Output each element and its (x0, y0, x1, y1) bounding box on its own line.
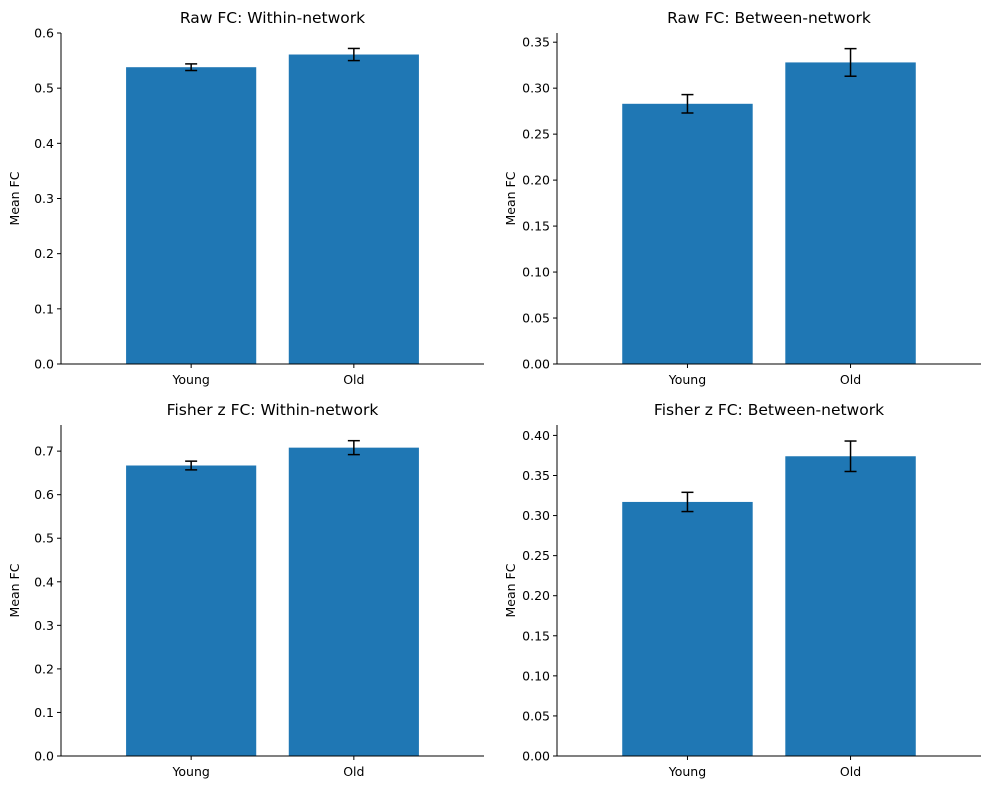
error-bar (185, 63, 198, 72)
x-tick-label: Old (840, 764, 861, 779)
y-tick-label: 0.05 (522, 708, 550, 723)
y-tick-label: 0.30 (522, 508, 550, 523)
error-bar (347, 439, 360, 456)
y-tick-label: 0.5 (34, 81, 54, 96)
y-tick-label: 0.10 (522, 265, 550, 280)
y-tick-label: 0.7 (34, 444, 54, 459)
y-tick-label: 0.3 (34, 618, 54, 633)
y-tick-label: 0.00 (522, 749, 550, 764)
error-bar (681, 93, 694, 114)
x-tick-label: Young (171, 764, 209, 779)
y-tick-label: 0.25 (522, 127, 550, 142)
y-tick-label: 0.30 (522, 81, 550, 96)
chart-title: Raw FC: Between-network (667, 9, 871, 27)
error-bar (844, 440, 857, 473)
bar (126, 67, 257, 364)
y-tick-label: 0.40 (522, 428, 550, 443)
x-tick-label: Young (171, 372, 209, 387)
x-tick-label: Old (343, 372, 364, 387)
y-tick-label: 0.10 (522, 668, 550, 683)
y-tick-label: 0.3 (34, 191, 54, 206)
bar (288, 54, 419, 364)
y-axis-label: Mean FC (7, 171, 22, 225)
error-bar (347, 47, 360, 62)
y-axis-label: Mean FC (7, 563, 22, 617)
y-tick-label: 0.05 (522, 311, 550, 326)
bar (622, 501, 753, 756)
bar (126, 465, 257, 756)
chart-panel: 0.00 0.05 0.10 0.15 0.20 0.25 0.30 0.35 Young Old… (503, 9, 981, 387)
bar (622, 103, 753, 364)
y-tick-label: 0.1 (34, 301, 54, 316)
chart-panel: 0.0 0.1 0.2 0.3 0.4 0.5 0.6 Young Old Raw FC: Wit… (7, 9, 484, 387)
y-tick-label: 0.0 (34, 357, 54, 372)
y-axis-label: Mean FC (503, 563, 518, 617)
y-tick-label: 0.35 (522, 468, 550, 483)
y-tick-label: 0.25 (522, 548, 550, 563)
y-tick-label: 0.4 (34, 136, 54, 151)
y-tick-label: 0.6 (34, 487, 54, 502)
error-bar (185, 460, 198, 471)
x-tick-label: Young (668, 764, 706, 779)
chart-panel: 0.0 0.1 0.2 0.3 0.4 0.5 0.6 0.7 Young Old Fisher z… (7, 401, 484, 779)
x-tick-label: Old (343, 764, 364, 779)
x-tick-label: Young (668, 372, 706, 387)
bar (288, 447, 419, 756)
y-tick-label: 0.20 (522, 173, 550, 188)
y-tick-label: 0.1 (34, 705, 54, 720)
y-tick-label: 0.15 (522, 628, 550, 643)
y-tick-label: 0.5 (34, 531, 54, 546)
x-tick-label: Old (840, 372, 861, 387)
y-tick-label: 0.20 (522, 588, 550, 603)
error-bar (681, 491, 694, 513)
y-tick-label: 0.2 (34, 661, 54, 676)
y-tick-label: 0.0 (34, 749, 54, 764)
y-tick-label: 0.00 (522, 357, 550, 372)
y-tick-label: 0.2 (34, 246, 54, 261)
chart-title: Fisher z FC: Between-network (654, 401, 884, 419)
y-tick-label: 0.35 (522, 35, 550, 50)
y-axis-label: Mean FC (503, 171, 518, 225)
y-tick-label: 0.4 (34, 574, 54, 589)
bar (785, 62, 916, 365)
y-tick-label: 0.6 (34, 26, 54, 41)
y-tick-label: 0.15 (522, 219, 550, 234)
error-bar (844, 47, 857, 77)
chart-title: Raw FC: Within-network (180, 9, 365, 27)
chart-title: Fisher z FC: Within-network (167, 401, 379, 419)
bar (785, 456, 916, 756)
chart-panel: 0.00 0.05 0.10 0.15 0.20 0.25 0.30 0.35 0.40 Youn… (503, 401, 981, 779)
